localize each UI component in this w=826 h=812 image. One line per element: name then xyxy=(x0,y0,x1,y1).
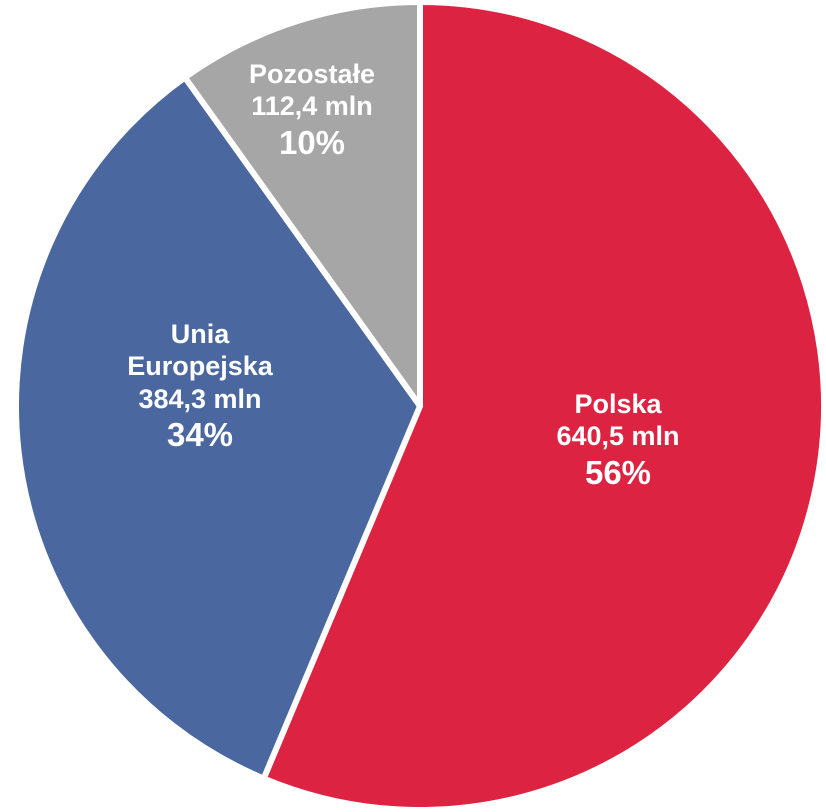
pie-slice xyxy=(13,74,423,782)
percentage-label: 34% xyxy=(166,416,234,454)
pie-slice xyxy=(260,0,826,812)
category-label: Unia Europejska xyxy=(127,319,273,382)
slice-label: Polska 640,5 mln 56% xyxy=(498,388,738,492)
value-label: 112,4 mln xyxy=(251,91,373,122)
value-label: 384,3 mln xyxy=(138,383,262,414)
category-label: Polska xyxy=(574,389,662,419)
percentage-label: 56% xyxy=(584,453,652,491)
category-label: Pozostałe xyxy=(248,59,376,89)
percentage-label: 10% xyxy=(278,123,346,161)
pie-slice xyxy=(181,0,423,409)
slice-label: Pozostałe 112,4 mln 10% xyxy=(192,58,432,162)
slice-label: Unia Europejska 384,3 mln 34% xyxy=(80,318,320,455)
value-label: 640,5 mln xyxy=(556,421,680,452)
